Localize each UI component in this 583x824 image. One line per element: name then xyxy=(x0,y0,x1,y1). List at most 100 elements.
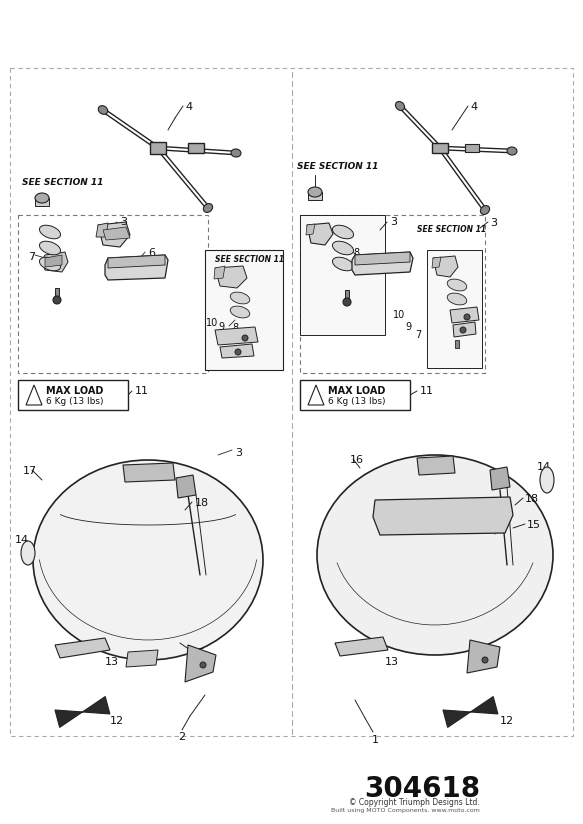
Circle shape xyxy=(460,327,466,333)
Polygon shape xyxy=(335,637,388,656)
Bar xyxy=(10,68,573,736)
Polygon shape xyxy=(432,257,441,268)
Text: 5: 5 xyxy=(398,255,405,265)
Ellipse shape xyxy=(332,241,353,255)
Polygon shape xyxy=(417,456,455,475)
Polygon shape xyxy=(215,266,247,288)
Polygon shape xyxy=(55,288,59,296)
Text: 14: 14 xyxy=(537,462,551,472)
Ellipse shape xyxy=(540,467,554,493)
Text: 4: 4 xyxy=(185,102,192,112)
Polygon shape xyxy=(467,640,500,673)
Bar xyxy=(18,380,128,410)
Polygon shape xyxy=(42,252,68,272)
Text: 8: 8 xyxy=(353,248,359,258)
Circle shape xyxy=(343,298,351,306)
Text: 9: 9 xyxy=(218,322,224,332)
Polygon shape xyxy=(215,327,258,345)
Text: 13: 13 xyxy=(105,657,119,667)
Polygon shape xyxy=(433,256,458,277)
Polygon shape xyxy=(98,222,130,247)
Polygon shape xyxy=(465,144,479,152)
Text: 7: 7 xyxy=(415,330,422,340)
Circle shape xyxy=(53,296,61,304)
Ellipse shape xyxy=(33,460,263,660)
Text: 17: 17 xyxy=(23,466,37,476)
Polygon shape xyxy=(108,255,165,268)
Ellipse shape xyxy=(507,147,517,155)
Ellipse shape xyxy=(40,257,61,271)
Bar xyxy=(35,198,49,206)
Ellipse shape xyxy=(35,193,49,203)
Bar xyxy=(427,250,482,368)
Ellipse shape xyxy=(395,101,405,110)
Text: 13: 13 xyxy=(385,657,399,667)
Text: SEE SECTION 11: SEE SECTION 11 xyxy=(297,162,378,171)
Text: 304618: 304618 xyxy=(364,775,480,803)
Ellipse shape xyxy=(317,455,553,655)
Text: 10: 10 xyxy=(206,318,218,328)
Circle shape xyxy=(200,662,206,668)
Text: 18: 18 xyxy=(525,494,539,504)
Text: !: ! xyxy=(32,394,36,403)
Bar xyxy=(18,215,208,373)
Text: SEE SECTION 11: SEE SECTION 11 xyxy=(215,255,284,264)
Polygon shape xyxy=(188,143,204,153)
Polygon shape xyxy=(176,475,196,498)
Polygon shape xyxy=(123,463,175,482)
Polygon shape xyxy=(126,650,158,667)
Polygon shape xyxy=(103,227,130,240)
Circle shape xyxy=(464,314,470,320)
Polygon shape xyxy=(373,497,513,535)
Text: © Copyright Triumph Designs Ltd.: © Copyright Triumph Designs Ltd. xyxy=(349,798,480,807)
Ellipse shape xyxy=(308,187,322,197)
Ellipse shape xyxy=(40,225,61,239)
Polygon shape xyxy=(450,307,479,323)
Ellipse shape xyxy=(21,541,35,565)
Polygon shape xyxy=(214,266,225,279)
Text: 2: 2 xyxy=(178,732,185,742)
Polygon shape xyxy=(220,344,254,358)
Polygon shape xyxy=(345,290,349,298)
Text: 3: 3 xyxy=(390,217,397,227)
Text: MAX LOAD: MAX LOAD xyxy=(46,386,103,396)
Polygon shape xyxy=(308,385,324,405)
Text: 3: 3 xyxy=(120,217,127,227)
Polygon shape xyxy=(432,143,448,153)
Polygon shape xyxy=(96,223,108,237)
Polygon shape xyxy=(453,322,476,337)
Text: 4: 4 xyxy=(470,102,477,112)
Circle shape xyxy=(235,349,241,355)
Bar xyxy=(300,380,410,410)
Polygon shape xyxy=(45,255,62,267)
Polygon shape xyxy=(185,645,216,682)
Polygon shape xyxy=(306,224,315,235)
Text: 12: 12 xyxy=(110,716,124,726)
Polygon shape xyxy=(355,252,410,265)
Bar xyxy=(300,215,385,335)
Ellipse shape xyxy=(99,105,108,115)
Polygon shape xyxy=(443,696,498,728)
Text: 3: 3 xyxy=(490,218,497,228)
Polygon shape xyxy=(455,340,459,348)
Text: 8: 8 xyxy=(232,323,238,333)
Text: 12: 12 xyxy=(500,716,514,726)
Ellipse shape xyxy=(40,241,61,255)
Ellipse shape xyxy=(231,149,241,157)
Text: 9: 9 xyxy=(405,322,411,332)
Polygon shape xyxy=(55,696,110,728)
Polygon shape xyxy=(352,252,413,275)
Polygon shape xyxy=(105,255,168,280)
Ellipse shape xyxy=(230,306,250,318)
Ellipse shape xyxy=(447,293,467,305)
Text: !: ! xyxy=(314,394,318,403)
Ellipse shape xyxy=(203,204,213,213)
Circle shape xyxy=(482,657,488,663)
Text: 3: 3 xyxy=(235,448,242,458)
Ellipse shape xyxy=(480,205,490,214)
Text: Built using MOTO Components. www.moto.com: Built using MOTO Components. www.moto.co… xyxy=(331,808,480,813)
Ellipse shape xyxy=(332,225,353,239)
Bar xyxy=(205,250,283,370)
Polygon shape xyxy=(307,223,333,245)
Text: 15: 15 xyxy=(527,520,541,530)
